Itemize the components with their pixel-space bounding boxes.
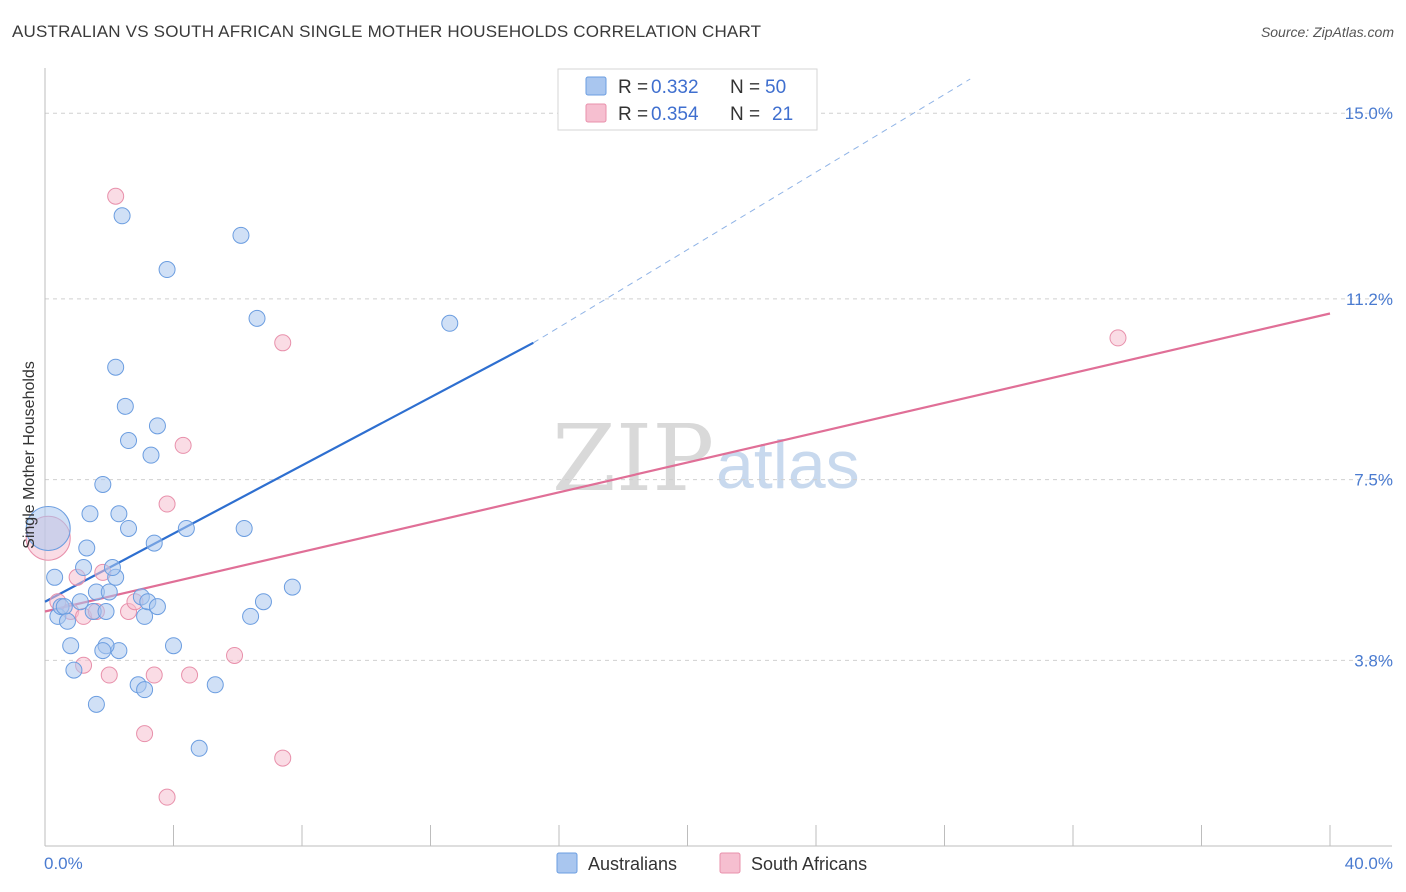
chart-title: AUSTRALIAN VS SOUTH AFRICAN SINGLE MOTHE… (12, 22, 762, 41)
y-tick-label: 3.8% (1354, 651, 1393, 670)
australians-point (58, 612, 76, 630)
legend-r-label: R = (618, 77, 648, 98)
south-africans-point (274, 334, 292, 352)
australians-point (248, 309, 266, 327)
south-africans-point (1109, 329, 1127, 347)
australians-point (177, 519, 195, 537)
south-africans-point (226, 646, 244, 664)
australians-point (145, 534, 163, 552)
australians-trend-extension (533, 78, 971, 344)
australians-point (120, 519, 138, 537)
y-axis-label: Single Mother Households (21, 361, 38, 549)
y-tick-label: 7.5% (1354, 471, 1393, 490)
australians-point (110, 505, 128, 523)
y-tick-labels: 3.8% 7.5% 11.2% 15.0% (1345, 104, 1393, 670)
legend-n-value: 21 (772, 104, 793, 125)
south-africans-point (158, 788, 176, 806)
australians-point (116, 397, 134, 415)
south-africans-point (107, 187, 125, 205)
australians-point (78, 539, 96, 557)
australians-trend-line (44, 341, 534, 603)
australians-point (120, 432, 138, 450)
legend: R = 0.332 N = 50 R = 0.354 N = 21 (557, 68, 818, 131)
south-africans-point (181, 666, 199, 684)
x-tick-label: 40.0% (1345, 854, 1393, 873)
australians-point (283, 578, 301, 596)
trend-lines (44, 78, 1331, 613)
south-africans-point (174, 436, 192, 454)
legend-r-value: 0.354 (651, 104, 699, 125)
data-points (25, 187, 1127, 806)
australians-point (75, 559, 93, 577)
australians-point (165, 637, 182, 655)
australians-point (113, 207, 131, 225)
south-africans-point (274, 749, 292, 767)
bottom-legend-south-africans: South Africans (751, 854, 867, 874)
australians-point (103, 559, 121, 577)
australians-point (62, 637, 80, 655)
australians-point (235, 519, 253, 537)
bottom-legend-swatch-australians (556, 852, 578, 874)
australians-point (148, 417, 166, 435)
australians-point (94, 642, 112, 660)
bottom-legend-australians: Australians (588, 854, 677, 874)
bottom-legend-swatch-south-africans (719, 852, 741, 874)
bottom-legend: Australians South Africans (556, 852, 867, 874)
y-tick-label: 15.0% (1345, 104, 1393, 123)
legend-n-label: N = (730, 77, 760, 98)
australians-point (136, 681, 154, 699)
australians-point (190, 739, 208, 757)
south-africans-point (145, 666, 163, 684)
australians-point (65, 661, 83, 679)
legend-n-value: 50 (765, 77, 786, 98)
australians-point (100, 583, 118, 601)
x-tick-labels: 0.0% 40.0% (44, 854, 1393, 873)
south-africans-point (100, 666, 118, 684)
axes (44, 68, 1392, 847)
legend-swatch-south-africans (585, 103, 607, 123)
legend-swatch-australians (585, 76, 607, 96)
gridlines (45, 112, 1392, 661)
australians-point (158, 261, 176, 279)
australians-point (46, 568, 64, 586)
y-tick-label: 11.2% (1346, 290, 1393, 309)
australians-point (441, 314, 459, 332)
australians-point (107, 358, 125, 376)
south-africans-point (158, 495, 176, 513)
australians-point (97, 603, 115, 621)
legend-r-value: 0.332 (651, 77, 699, 98)
australians-point (242, 607, 260, 625)
legend-r-label: R = (618, 104, 648, 125)
watermark-zip: ZIP (552, 405, 714, 512)
legend-n-label: N = (730, 104, 760, 125)
australians-point (206, 676, 224, 694)
australians-point (71, 593, 89, 611)
australians-point (148, 598, 166, 616)
australians-point (94, 475, 112, 493)
australians-point (87, 695, 105, 713)
south-africans-point (136, 725, 154, 743)
south-africans-trend-line (44, 312, 1331, 613)
australians-point (81, 505, 99, 523)
australians-point (55, 598, 73, 616)
australians-point (25, 505, 71, 551)
australians-point (254, 593, 272, 611)
source-credit: Source: ZipAtlas.com (1260, 24, 1394, 40)
x-tick-label: 0.0% (44, 854, 83, 873)
australians-point (232, 226, 250, 244)
australians-point (142, 446, 160, 464)
